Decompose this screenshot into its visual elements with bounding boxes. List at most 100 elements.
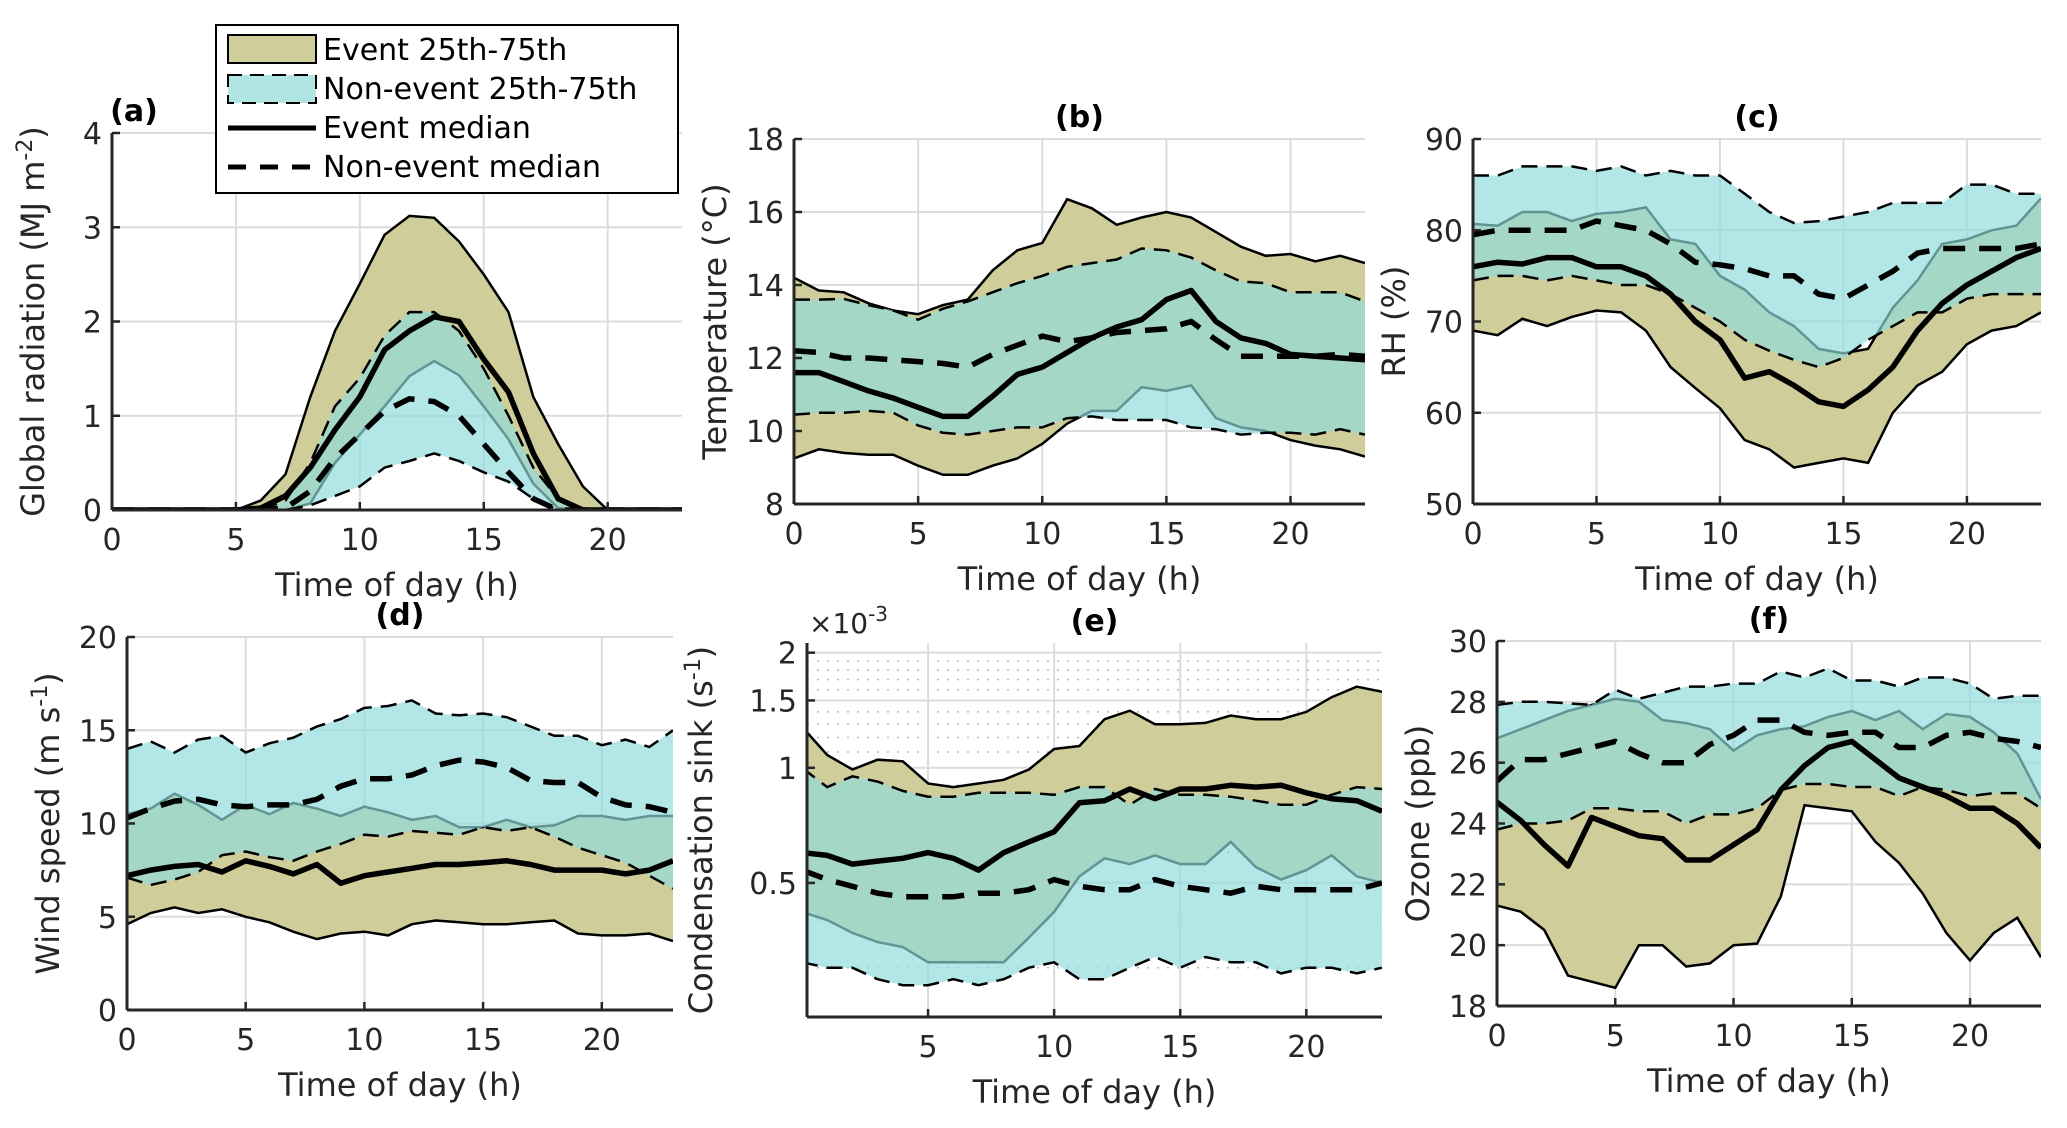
panel-d: 0 5 10 15 20 0 5 10 15 20 (d) Time of day (h) Wind s…	[28, 598, 673, 1104]
plot-area	[794, 197, 1365, 477]
x-tick-label: 15	[1161, 1030, 1199, 1065]
plot-area	[1497, 667, 2041, 990]
x-tick-label: 10	[345, 1023, 383, 1058]
nonevent-median-line	[1497, 717, 2041, 783]
nonevent-median-line	[807, 869, 1382, 900]
y-tick-label: 2	[778, 637, 797, 672]
y-tick-label: 60	[1425, 397, 1463, 432]
x-tick-label: 0	[1487, 1019, 1506, 1054]
y-tick-label: 1.5	[749, 684, 797, 719]
y-axis-label: Ozone (ppb)	[1399, 725, 1437, 923]
y-tick-label: 20	[1449, 929, 1487, 964]
x-tick-label: 5	[909, 517, 928, 552]
y-tick-label: 70	[1425, 306, 1463, 341]
event-p25-line	[1473, 309, 2041, 469]
x-tick-label: 20	[1951, 1019, 1989, 1054]
x-tick-label: 5	[919, 1030, 938, 1065]
x-tick-label: 0	[784, 517, 803, 552]
y-tick-label: 2	[83, 306, 102, 341]
nonevent-p25-line	[1497, 782, 2041, 831]
nonevent-p25-line	[127, 825, 673, 890]
y-axis-label: Temperature (°C)	[696, 183, 734, 460]
event-median-line	[807, 782, 1382, 873]
y-axis-label: RH (%)	[1375, 266, 1413, 378]
x-tick-label: 15	[1833, 1019, 1871, 1054]
nonevent-band-fill	[807, 771, 1382, 986]
plot-area	[112, 214, 682, 510]
nonevent-p25-line	[807, 955, 1382, 987]
legend-label-event-median: Event median	[323, 111, 531, 146]
plot-area	[807, 685, 1382, 987]
x-tick-label: 5	[236, 1023, 255, 1058]
x-axis-label: Time of day (h)	[1646, 1062, 1891, 1100]
x-tick-label: 5	[1606, 1019, 1625, 1054]
panel-a: 0 5 10 15 20 0 1 2 3 4(a) Time of day (h) Global ra…	[13, 94, 682, 604]
legend-swatch-event-band	[227, 34, 317, 64]
x-tick-label: 0	[1463, 517, 1482, 552]
y-tick-label: 22	[1449, 868, 1487, 903]
nonevent-p75-line	[1497, 667, 2041, 707]
y-tick-label: 90	[1425, 123, 1463, 158]
event-p25-line	[1497, 803, 2041, 990]
y-axis-label-exponent: -1	[681, 658, 706, 680]
y-tick-label: 18	[746, 123, 784, 158]
y-tick-label: 30	[1449, 625, 1487, 660]
x-tick-label: 20	[1271, 517, 1309, 552]
y-tick-label: 12	[746, 342, 784, 377]
event-median-line	[112, 314, 682, 510]
legend-swatch-nonevent-band	[227, 74, 317, 104]
legend-label-event-band: Event 25th-75th	[323, 33, 567, 68]
nonevent-p75-line	[112, 310, 682, 510]
y-axis-label-exponent: -2	[13, 139, 38, 161]
x-tick-label: 0	[117, 1023, 136, 1058]
event-median-line	[794, 287, 1365, 420]
y-tick-label: 10	[79, 808, 117, 843]
x-tick-label: 15	[1824, 517, 1862, 552]
y-axis-label-tail: )	[29, 672, 67, 684]
y-tick-label: 26	[1449, 747, 1487, 782]
x-tick-label: 10	[1714, 1019, 1752, 1054]
x-axis-label: Time of day (h)	[957, 560, 1202, 598]
y-axis-label-tail: )	[14, 126, 52, 138]
y-tick-label: 0	[98, 994, 117, 1029]
panel-title: (d)	[376, 598, 425, 633]
nonevent-p75-line	[807, 770, 1382, 807]
y-axis-label: Condensation sink (s-1)	[681, 646, 720, 1014]
panel-title: (c)	[1734, 100, 1779, 135]
y-tick-label: 16	[746, 196, 784, 231]
y-tick-label: 50	[1425, 488, 1463, 523]
x-tick-label: 5	[226, 523, 245, 558]
panel-title: (e)	[1071, 604, 1119, 639]
y-axis-label-exponent: -1	[28, 685, 53, 707]
y-tick-label: 0.5	[749, 867, 797, 902]
nonevent-median-line	[794, 318, 1365, 370]
y-tick-label: 80	[1425, 214, 1463, 249]
x-tick-label: 15	[465, 523, 503, 558]
nonevent-band-fill	[1473, 166, 2041, 368]
x-tick-label: 10	[1035, 1030, 1073, 1065]
event-p75-line	[794, 197, 1365, 316]
y-multiplier-exponent: -3	[868, 602, 888, 626]
y-axis-label: Global radiation (MJ m-2)	[13, 126, 52, 517]
y-tick-label: 15	[79, 714, 117, 749]
event-median-line	[1497, 738, 2041, 869]
x-axis-label: Time of day (h)	[274, 566, 519, 604]
event-p75-line	[807, 685, 1382, 789]
x-tick-label: 20	[583, 1023, 621, 1058]
y-tick-label: 14	[746, 269, 784, 304]
legend-label-nonevent-band: Non-event 25th-75th	[323, 72, 637, 107]
event-p25-line	[127, 906, 673, 943]
nonevent-p25-line	[1473, 274, 2041, 369]
y-tick-label: 8	[765, 488, 784, 523]
panel-c: 0 5 10 15 20 50 60 70 80 90 (c) Time of day (h) RH (…	[1375, 100, 2041, 598]
x-tick-label: 10	[341, 523, 379, 558]
event-median-line	[127, 858, 673, 886]
y-tick-label: 5	[98, 901, 117, 936]
nonevent-p75-line	[127, 699, 673, 755]
nonevent-median-line	[127, 757, 673, 821]
y-tick-label: 10	[746, 415, 784, 450]
y-tick-label: 3	[83, 211, 102, 246]
panel-title: (a)	[110, 94, 158, 129]
y-tick-label: 4	[83, 117, 102, 152]
